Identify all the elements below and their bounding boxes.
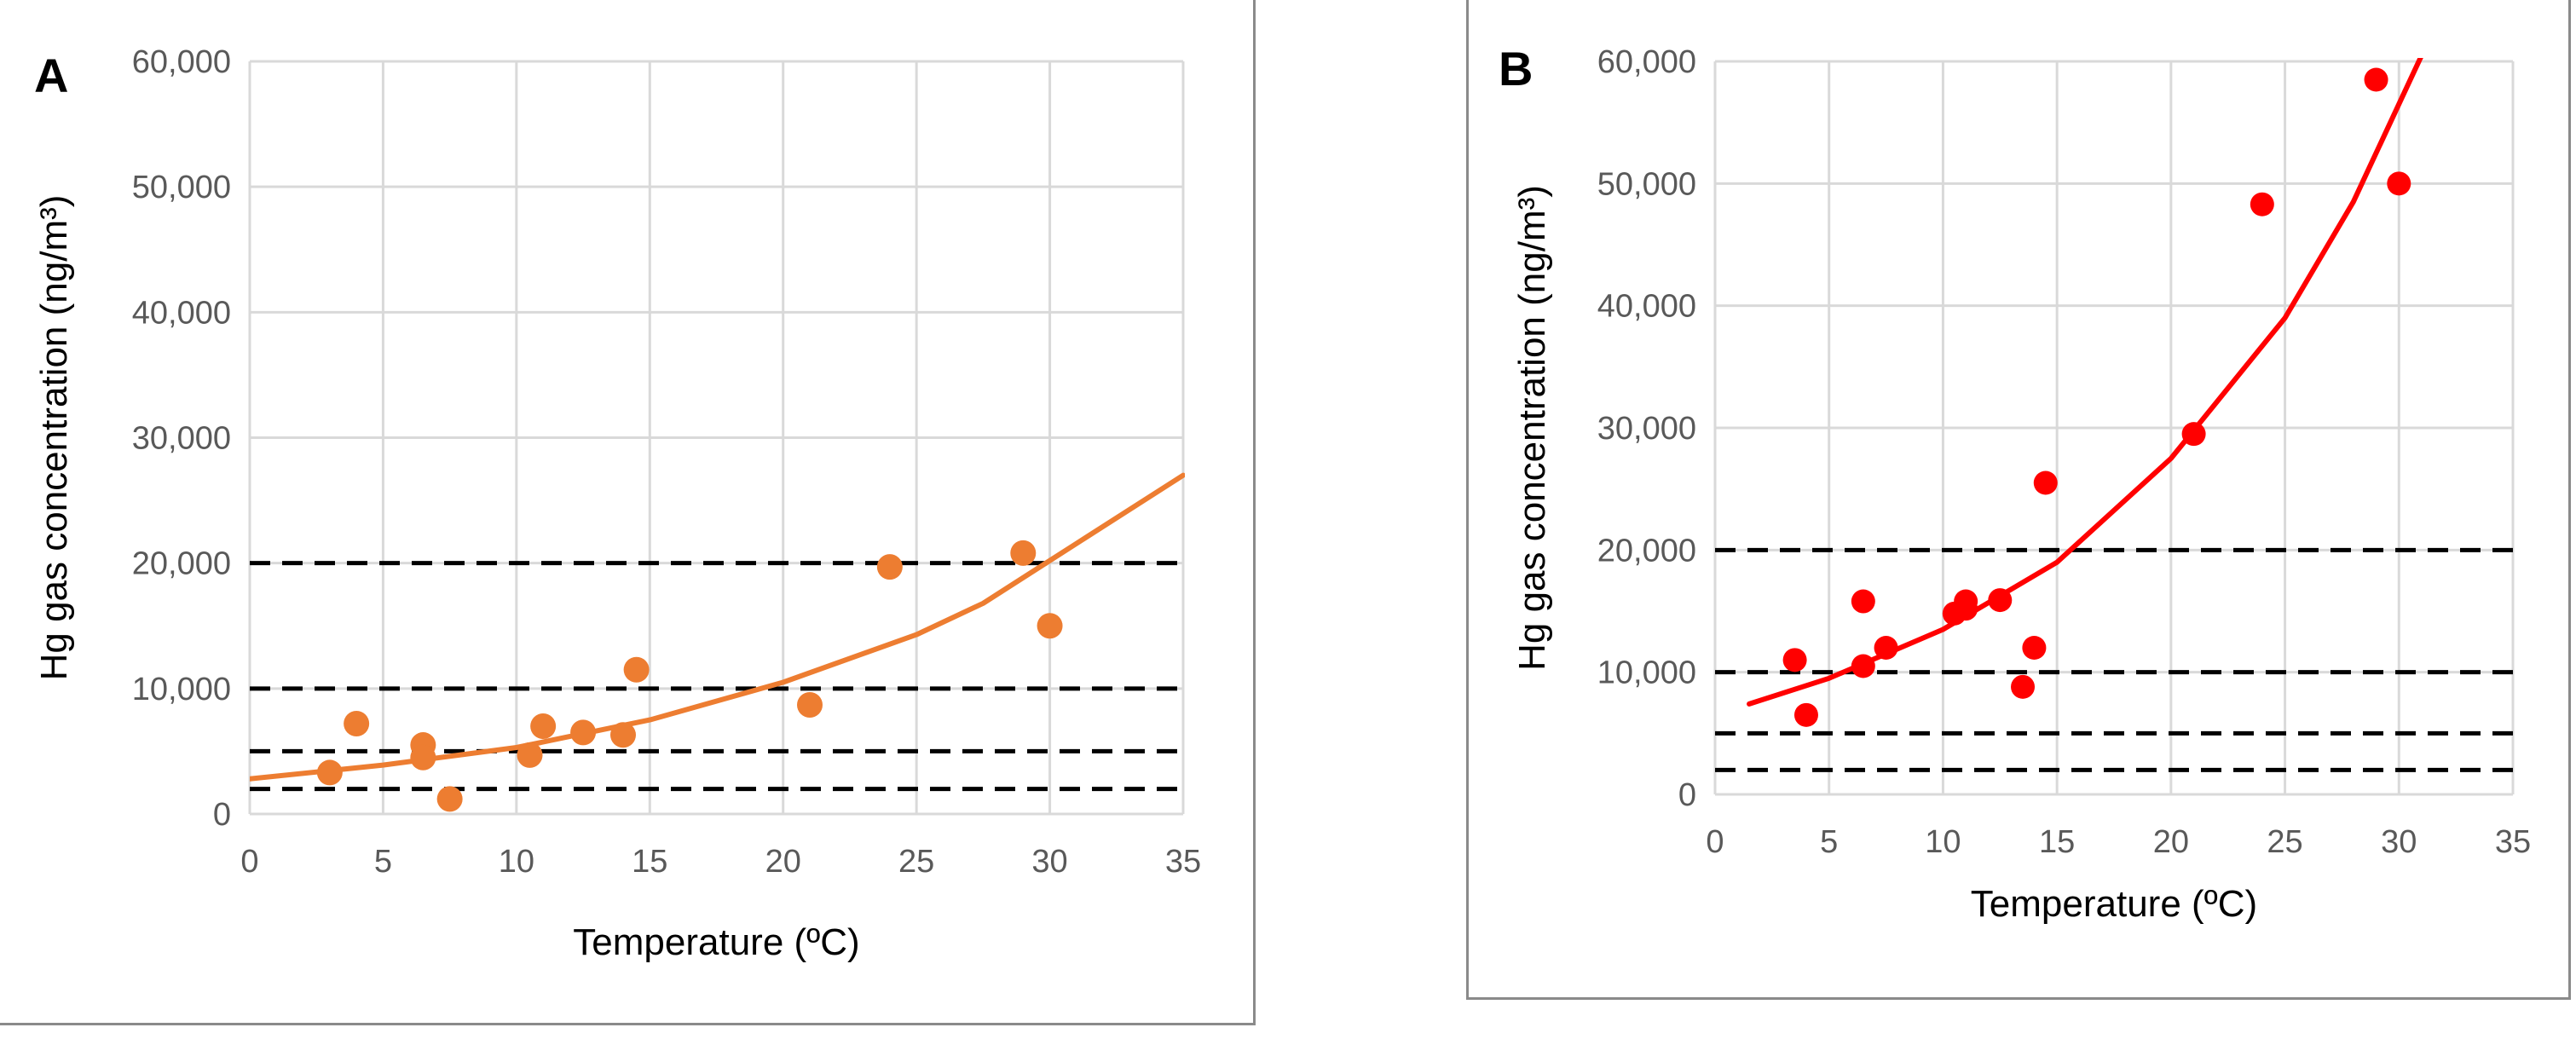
chart-b-data-point bbox=[1782, 648, 1807, 672]
chart-b-data-point bbox=[1793, 702, 1818, 727]
chart-a-data-point bbox=[410, 744, 436, 771]
chart-a-data-point bbox=[623, 656, 650, 683]
chart-b-y-axis-title: Hg gas concentration (ng/m³) bbox=[1511, 185, 1553, 671]
chart-a-x-axis-title: Temperature (ºC) bbox=[573, 921, 859, 963]
chart-a-y-tick-label: 40,000 bbox=[132, 295, 231, 331]
chart-a-data-point bbox=[610, 722, 636, 748]
chart-a-data-point bbox=[316, 759, 343, 786]
chart-a-x-tick-label: 15 bbox=[632, 844, 667, 880]
chart-b-data-point bbox=[1874, 636, 1898, 660]
chart-a-y-tick-label: 30,000 bbox=[132, 421, 231, 457]
chart-a-data-point bbox=[344, 711, 370, 737]
chart-b-data-point bbox=[2387, 171, 2411, 196]
chart-b-y-tick-label: 0 bbox=[1678, 777, 1696, 813]
chart-b-panel-letter: B bbox=[1499, 42, 1533, 95]
chart-b-x-tick-label: 15 bbox=[2039, 824, 2075, 860]
chart-b-data-point bbox=[2033, 470, 2058, 495]
chart-a-data-point bbox=[1037, 613, 1063, 639]
chart-a-data-point bbox=[797, 691, 823, 718]
chart-a-x-tick-label: 10 bbox=[499, 844, 534, 880]
chart-a-data-point bbox=[530, 713, 557, 739]
chart-b-trendline bbox=[1747, 58, 2423, 707]
chart-b-x-axis-title: Temperature (ºC) bbox=[1971, 883, 2257, 925]
chart-b-x-tick-label: 0 bbox=[1706, 824, 1724, 860]
chart-a-data-point bbox=[570, 719, 597, 746]
panel-b-frame bbox=[1466, 0, 2571, 1000]
chart-a-data-point bbox=[1010, 540, 1037, 566]
chart-b-data-point bbox=[2011, 674, 2036, 699]
chart-a-data-point bbox=[876, 554, 903, 580]
panel-a-frame bbox=[0, 0, 1256, 1025]
chart-a-x-tick-label: 5 bbox=[374, 844, 392, 880]
chart-b-data-point bbox=[2364, 67, 2388, 92]
chart-a-x-tick-label: 30 bbox=[1031, 844, 1067, 880]
chart-b-x-tick-label: 35 bbox=[2495, 824, 2531, 860]
chart-b-x-tick-label: 30 bbox=[2381, 824, 2417, 860]
chart-b-x-tick-label: 5 bbox=[1820, 824, 1838, 860]
chart-a-y-tick-label: 50,000 bbox=[132, 170, 231, 205]
chart-a-y-tick-label: 10,000 bbox=[132, 672, 231, 707]
chart-b-x-tick-label: 25 bbox=[2267, 824, 2302, 860]
chart-b-y-tick-label: 20,000 bbox=[1597, 533, 1696, 569]
chart-b-data-point bbox=[1988, 588, 2013, 613]
chart-b-data-point bbox=[1954, 597, 1978, 621]
chart-a-data-point bbox=[436, 786, 463, 812]
chart-a-y-axis-title: Hg gas concentration (ng/m³) bbox=[33, 195, 75, 681]
chart-a-y-tick-label: 60,000 bbox=[132, 44, 231, 80]
chart-a-x-tick-label: 20 bbox=[765, 844, 801, 880]
chart-b-data-point bbox=[1851, 589, 1875, 614]
chart-b-data-point bbox=[2250, 192, 2274, 216]
chart-panel-b: 0 5 10 15 20 25 30 35 0 10,000 20,000 30,000 40,000 5… bbox=[1499, 42, 2531, 925]
chart-b-data-point bbox=[2022, 636, 2047, 660]
chart-a-x-tick-label: 0 bbox=[240, 844, 258, 880]
chart-panel-a: 0 5 10 15 20 25 30 35 0 10,000 20,000 30,000 40,000 5… bbox=[33, 44, 1201, 963]
chart-a-x-tick-label: 35 bbox=[1165, 844, 1201, 880]
chart-b-y-tick-label: 60,000 bbox=[1597, 44, 1696, 80]
chart-b-x-tick-label: 10 bbox=[1925, 824, 1961, 860]
chart-b-y-tick-label: 10,000 bbox=[1597, 655, 1696, 691]
chart-a-panel-letter: A bbox=[34, 49, 68, 102]
chart-b-y-tick-label: 50,000 bbox=[1597, 166, 1696, 202]
chart-b-y-tick-label: 30,000 bbox=[1597, 411, 1696, 447]
chart-b-data-point bbox=[2181, 422, 2206, 447]
chart-b-y-tick-label: 40,000 bbox=[1597, 289, 1696, 325]
chart-b-data-point bbox=[1851, 654, 1875, 678]
chart-a-y-tick-label: 20,000 bbox=[132, 546, 231, 582]
chart-a-x-tick-label: 25 bbox=[898, 844, 934, 880]
chart-a-y-tick-label: 0 bbox=[213, 797, 231, 833]
chart-b-x-tick-label: 20 bbox=[2153, 824, 2189, 860]
chart-a-data-point bbox=[517, 742, 543, 768]
